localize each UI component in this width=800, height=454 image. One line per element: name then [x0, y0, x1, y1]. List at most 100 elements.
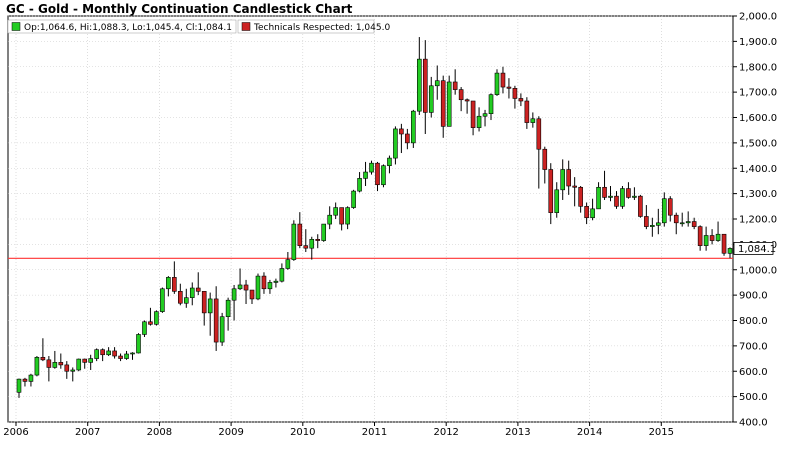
candle-body — [458, 89, 464, 101]
candle — [620, 186, 625, 209]
candle — [231, 284, 237, 321]
candle-body — [219, 316, 225, 343]
candle — [572, 177, 577, 207]
candle — [584, 202, 589, 225]
candle — [399, 123, 404, 154]
candle — [518, 93, 524, 107]
candle — [482, 109, 488, 127]
candle-body — [697, 226, 703, 246]
candle-body — [130, 352, 135, 355]
candle — [195, 272, 201, 296]
y-tick-label: 1,700.0 — [739, 88, 777, 99]
y-tick-label: 1,400.0 — [739, 164, 777, 175]
candle — [130, 352, 135, 360]
candle-body — [297, 223, 303, 246]
candle-body — [333, 207, 338, 216]
candle-body — [58, 362, 64, 366]
candle-body — [369, 162, 374, 173]
candle-body — [315, 239, 321, 241]
x-tick-label: 2009 — [218, 427, 243, 438]
candle-body — [178, 291, 183, 304]
candle-body — [249, 289, 255, 300]
x-tick-label: 2015 — [649, 427, 674, 438]
y-tick-label: 1,600.0 — [739, 113, 777, 124]
candle-body — [560, 169, 566, 191]
candle-body — [207, 298, 213, 314]
candle-body — [494, 72, 500, 95]
candle-body — [112, 350, 117, 357]
x-tick-label: 2013 — [505, 427, 530, 438]
candle-body — [476, 115, 482, 128]
candle-body — [428, 85, 434, 113]
candle-body — [327, 214, 332, 225]
candle — [88, 354, 93, 370]
candle — [656, 208, 661, 235]
candle-body — [195, 287, 201, 292]
candle-body — [596, 186, 601, 210]
x-tick-label: 2012 — [433, 427, 458, 438]
candle-body — [590, 208, 595, 219]
candle — [160, 287, 165, 313]
candle — [249, 289, 255, 305]
candle-body — [644, 216, 649, 227]
candle — [327, 206, 332, 230]
candle — [142, 320, 147, 337]
candle-body — [345, 207, 350, 225]
candle — [417, 37, 422, 115]
candle-body — [620, 188, 625, 207]
candle-body — [524, 100, 530, 123]
candle — [703, 226, 709, 251]
candle — [727, 247, 733, 259]
candle-body — [28, 374, 34, 382]
candle-body — [40, 356, 46, 361]
candle — [440, 75, 446, 138]
candle-body — [667, 198, 673, 216]
candle — [297, 212, 303, 249]
candle-body — [118, 355, 123, 359]
x-tick-label: 2014 — [577, 427, 602, 438]
y-tick-label: 1,200.0 — [739, 215, 777, 226]
candle — [500, 66, 506, 94]
candle — [667, 196, 673, 222]
candle-body — [166, 277, 171, 290]
candle — [393, 126, 398, 165]
candle-body — [213, 298, 219, 343]
candle — [536, 116, 542, 189]
y-tick-label: 600.0 — [739, 367, 768, 378]
candle — [321, 223, 327, 242]
candle-body — [709, 235, 715, 241]
legend-ohlc-swatch — [11, 22, 21, 31]
candle-body — [357, 178, 362, 192]
candle — [34, 356, 40, 377]
candle — [94, 348, 99, 362]
chart-title: GC - Gold - Monthly Continuation Candles… — [6, 2, 353, 16]
candle-body — [572, 185, 577, 188]
candle — [369, 160, 374, 175]
candle — [154, 310, 159, 326]
candle-body — [303, 245, 309, 249]
candle-body — [632, 195, 637, 198]
candle-body — [387, 157, 392, 167]
candle — [16, 378, 22, 398]
candle-body — [542, 148, 548, 170]
candle-body — [106, 350, 111, 356]
candle-body — [351, 190, 356, 208]
candle — [405, 128, 410, 150]
candle — [673, 212, 679, 235]
candle-body — [225, 299, 231, 317]
candle — [279, 263, 285, 283]
candle-body — [94, 349, 99, 359]
candle-body — [279, 268, 285, 282]
candle — [691, 217, 697, 230]
candle — [650, 217, 655, 237]
candle-body — [393, 128, 398, 159]
candle-body — [64, 364, 70, 372]
x-tick-label: 2007 — [75, 427, 100, 438]
candle-body — [363, 171, 368, 179]
candle — [255, 273, 261, 301]
candle — [267, 279, 273, 294]
candle-body — [405, 133, 410, 144]
candle — [542, 146, 548, 184]
candle — [411, 109, 416, 148]
candle-body — [530, 118, 536, 123]
